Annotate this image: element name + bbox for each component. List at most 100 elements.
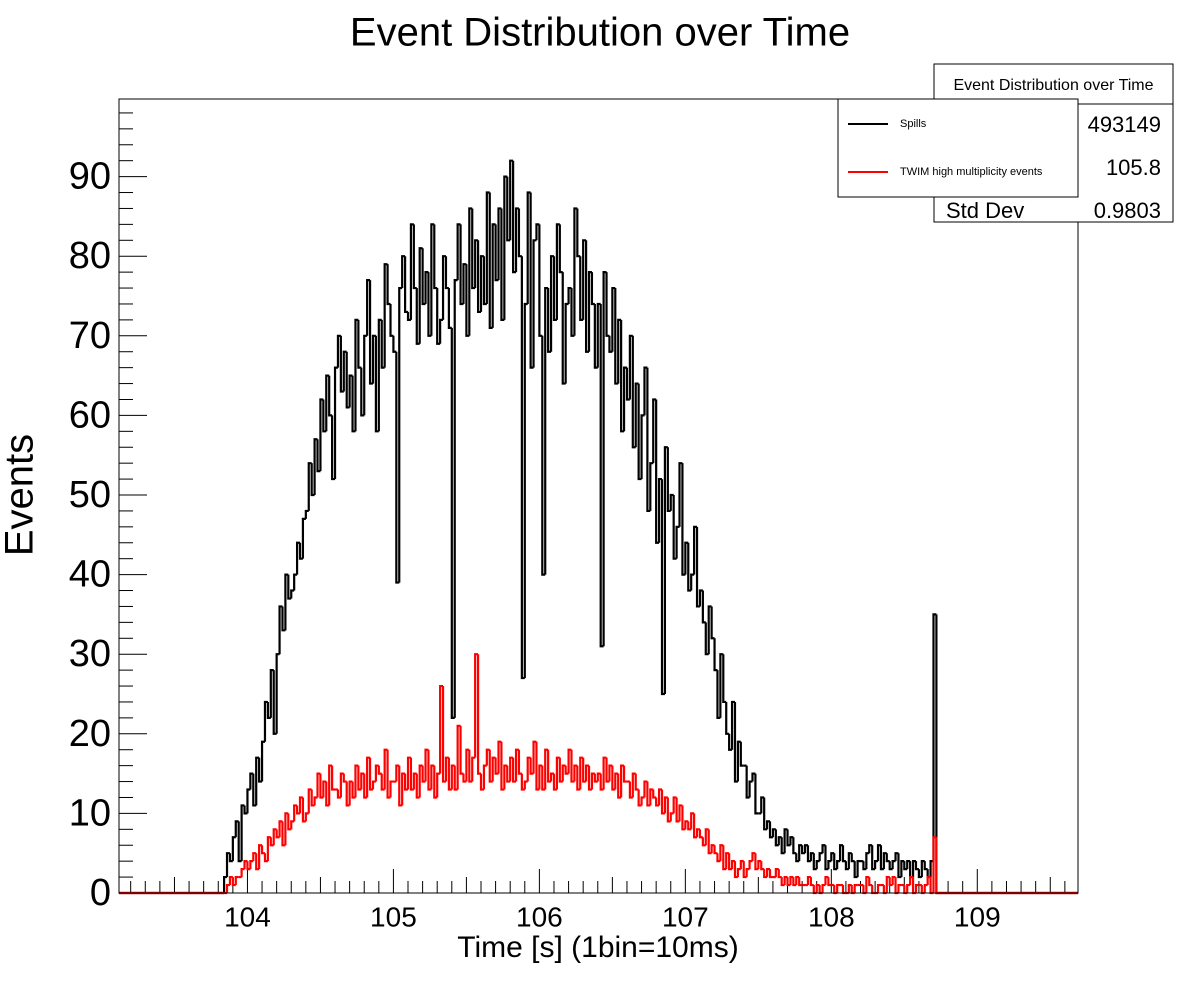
histogram-bin <box>876 883 881 893</box>
plot-area: 0 10 20 30 40 50 60 70 80 90 104 105 106 107 108 109 <box>69 112 1078 932</box>
histogram-bin <box>584 240 590 353</box>
histogram-bin <box>509 159 514 241</box>
histogram-bin <box>415 288 420 345</box>
y-tick-label: 10 <box>69 792 111 834</box>
histogram-bin <box>491 223 496 328</box>
histogram-bin <box>622 765 627 783</box>
histogram-bin <box>652 398 657 464</box>
histogram-bin <box>447 288 452 329</box>
stats-title: Event Distribution over Time <box>953 77 1153 94</box>
y-tick-label: 20 <box>69 713 111 755</box>
histogram-bin <box>739 741 744 767</box>
histogram-bin <box>768 869 773 879</box>
histogram-bin <box>728 733 733 751</box>
y-tick-label: 30 <box>69 633 111 675</box>
histogram-bin <box>351 375 356 433</box>
stats-value: 493149 <box>1088 112 1161 137</box>
histogram-bin <box>687 542 692 592</box>
histogram-bin <box>281 821 286 847</box>
histogram-bin <box>672 796 677 814</box>
histogram-bin <box>287 813 292 831</box>
histogram-bin <box>798 877 803 887</box>
histogram-bin <box>710 606 715 640</box>
histogram-bin <box>687 821 692 831</box>
x-tick-label: 105 <box>370 901 417 932</box>
histogram-bin <box>675 797 680 823</box>
histogram-bin <box>757 860 762 870</box>
histogram-bin <box>322 399 327 433</box>
histogram-bin <box>529 757 534 775</box>
x-tick-label: 108 <box>808 901 855 932</box>
histogram-bin <box>760 796 765 814</box>
histogram-bin <box>380 319 385 369</box>
histogram-bin <box>774 868 779 878</box>
histogram-bin <box>818 852 823 862</box>
histogram-bin <box>777 869 782 879</box>
histogram-bin <box>474 239 479 289</box>
histogram-bin <box>503 175 508 320</box>
histogram-bin <box>608 335 613 353</box>
histogram-bin <box>836 883 841 893</box>
histogram-bin <box>342 773 347 783</box>
histogram-bin <box>564 765 569 775</box>
x-tick-label: 107 <box>662 901 709 932</box>
x-tick-label: 106 <box>516 901 563 932</box>
histogram-bin <box>739 860 744 870</box>
histogram-bin <box>920 860 925 878</box>
histogram-bin <box>815 883 820 893</box>
histogram-bin <box>403 256 409 314</box>
histogram-bin <box>260 740 265 782</box>
y-tick-label: 90 <box>69 156 111 198</box>
histogram-bin <box>331 765 336 791</box>
histogram-bin <box>535 223 540 241</box>
histogram-bin <box>809 877 814 887</box>
legend-label: TWIM high multiplicity events <box>900 166 1043 178</box>
histogram-bin <box>494 757 499 775</box>
legend-label: Spills <box>900 118 927 130</box>
histogram-bin <box>634 773 639 791</box>
histogram-bin <box>374 335 379 433</box>
histogram-bin <box>911 860 916 878</box>
histogram-bin <box>701 590 706 624</box>
histogram-bin <box>333 366 338 480</box>
histogram-bin <box>307 462 312 511</box>
histogram-bin <box>841 845 846 863</box>
histogram-bin <box>395 351 400 584</box>
histogram-bin <box>649 788 654 806</box>
histogram-bin <box>617 318 622 384</box>
histogram-bin <box>666 797 671 823</box>
histogram-bin <box>906 860 911 870</box>
histogram-bin <box>768 821 773 839</box>
histogram-bin <box>436 772 441 798</box>
histogram-bin <box>827 877 832 887</box>
histogram-bin <box>377 318 382 432</box>
histogram-bin <box>660 479 665 696</box>
histogram-bin <box>786 829 791 847</box>
histogram-bin <box>240 804 245 862</box>
histogram-bin <box>471 756 476 782</box>
histogram-bin <box>520 256 525 680</box>
histogram-bin <box>482 764 487 790</box>
histogram-bin <box>298 796 303 814</box>
histogram-bin <box>666 447 671 513</box>
histogram-bin <box>322 780 327 798</box>
y-axis-label: Events <box>0 434 42 556</box>
histogram-bin <box>856 860 861 878</box>
histogram-bin <box>494 224 499 282</box>
x-tick-label: 104 <box>224 901 271 932</box>
histogram-bin <box>243 860 248 870</box>
histogram-bin <box>453 278 458 718</box>
histogram-bin <box>430 223 435 336</box>
histogram-bin <box>456 223 461 281</box>
histogram-bin <box>850 853 855 863</box>
y-tick-label: 60 <box>69 394 111 436</box>
histogram-bin <box>456 724 461 790</box>
histogram-bin <box>293 804 298 822</box>
histogram-bin <box>657 788 662 806</box>
histogram-bin <box>634 382 639 448</box>
histogram-bin <box>909 875 914 886</box>
histogram-bin <box>678 804 683 822</box>
histogram-bin <box>231 836 236 862</box>
histogram-bin <box>891 875 896 886</box>
